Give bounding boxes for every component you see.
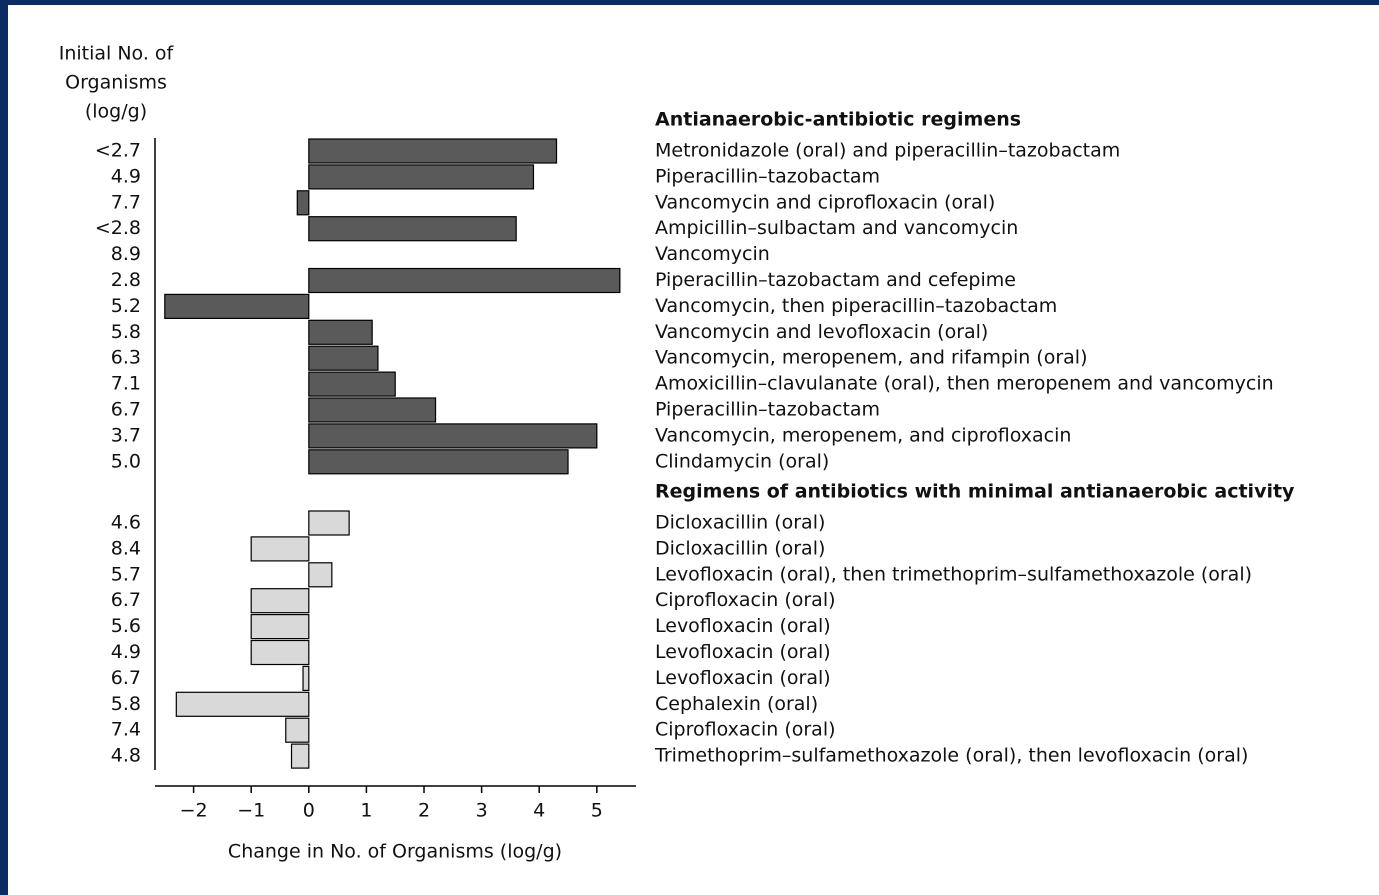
x-tick-label: −2 xyxy=(180,800,208,822)
initial-label: 7.4 xyxy=(111,719,141,741)
group-title: Regimens of antibiotics with minimal ant… xyxy=(655,481,1295,503)
regimen-label: Dicloxacillin (oral) xyxy=(655,512,825,534)
initial-label: 4.8 xyxy=(111,745,141,767)
x-tick-label: 1 xyxy=(360,800,372,822)
regimen-label: Dicloxacillin (oral) xyxy=(655,537,825,559)
initial-label: <2.8 xyxy=(95,217,141,239)
initial-label: 8.4 xyxy=(111,537,141,559)
bar xyxy=(302,665,310,692)
regimen-label: Piperacillin–tazobactam xyxy=(655,399,880,421)
bar xyxy=(308,319,373,345)
chart: Change in No. of Organisms (log/g) Initi… xyxy=(8,5,1379,895)
regimen-label: Ciprofloxacin (oral) xyxy=(655,589,836,611)
bar xyxy=(308,397,437,423)
initial-label: 6.3 xyxy=(111,347,141,369)
regimen-label: Levofloxacin (oral) xyxy=(655,615,831,637)
initial-label: <2.7 xyxy=(95,140,141,162)
bar xyxy=(308,562,333,588)
regimen-label: Trimethoprim–sulfamethoxazole (oral), th… xyxy=(654,745,1248,767)
initial-label: 6.7 xyxy=(111,667,141,689)
regimen-label: Vancomycin, meropenem, and rifampin (ora… xyxy=(655,347,1087,369)
regimen-label: Vancomycin and ciprofloxacin (oral) xyxy=(655,191,995,213)
y-axis-label: Initial No. of xyxy=(59,43,175,65)
bar xyxy=(164,293,310,319)
regimen-label: Vancomycin xyxy=(655,243,770,265)
bar xyxy=(308,164,535,190)
x-axis-label: Change in No. of Organisms (log/g) xyxy=(228,841,562,863)
regimen-label: Vancomycin, meropenem, and ciprofloxacin xyxy=(655,424,1071,446)
x-tick-label: 0 xyxy=(303,800,315,822)
regimen-label: Cephalexin (oral) xyxy=(655,693,818,715)
bar xyxy=(250,588,310,614)
regimen-label: Vancomycin, then piperacillin–tazobactam xyxy=(655,295,1057,317)
initial-label: 8.9 xyxy=(111,243,141,265)
x-tick-label: 3 xyxy=(476,800,488,822)
bar xyxy=(308,423,598,449)
bar xyxy=(290,743,310,769)
x-tick-label: 5 xyxy=(591,800,603,822)
initial-label: 6.7 xyxy=(111,589,141,611)
regimen-label: Clindamycin (oral) xyxy=(655,450,829,472)
initial-label: 5.2 xyxy=(111,295,141,317)
initial-label: 4.9 xyxy=(111,641,141,663)
initial-label: 2.8 xyxy=(111,269,141,291)
x-tick-label: 4 xyxy=(533,800,545,822)
regimen-label: Levofloxacin (oral) xyxy=(655,641,831,663)
bar xyxy=(308,138,558,164)
y-axis-label: (log/g) xyxy=(85,101,147,123)
regimen-label: Amoxicillin–clavulanate (oral), then mer… xyxy=(655,373,1274,395)
bar xyxy=(308,216,517,242)
initial-label: 7.1 xyxy=(111,373,141,395)
bar xyxy=(296,190,310,216)
x-tick-label: 2 xyxy=(418,800,430,822)
bar xyxy=(250,639,310,666)
regimen-label: Levofloxacin (oral) xyxy=(655,667,831,689)
bar xyxy=(308,267,621,294)
regimen-label: Levofloxacin (oral), then trimethoprim–s… xyxy=(655,563,1252,585)
regimen-label: Ampicillin–sulbactam and vancomycin xyxy=(655,217,1018,239)
initial-label: 4.9 xyxy=(111,165,141,187)
initial-label: 5.6 xyxy=(111,615,141,637)
group-title: Antianaerobic-antibiotic regimens xyxy=(655,109,1021,131)
initial-label: 5.8 xyxy=(111,693,141,715)
bar xyxy=(175,691,310,717)
initial-label: 7.7 xyxy=(111,191,141,213)
bar xyxy=(285,717,310,743)
bar xyxy=(250,613,310,640)
initial-label: 5.8 xyxy=(111,321,141,343)
bar xyxy=(308,345,379,371)
bar xyxy=(308,449,569,475)
regimen-label: Piperacillin–tazobactam xyxy=(655,165,880,187)
initial-label: 6.7 xyxy=(111,399,141,421)
initial-label: 4.6 xyxy=(111,512,141,534)
initial-label: 5.0 xyxy=(111,450,141,472)
y-axis-label: Organisms xyxy=(65,72,167,94)
regimen-label: Vancomycin and levofloxacin (oral) xyxy=(655,321,988,343)
regimen-label: Piperacillin–tazobactam and cefepime xyxy=(655,269,1016,291)
bar xyxy=(250,536,310,562)
initial-label: 5.7 xyxy=(111,563,141,585)
regimen-label: Metronidazole (oral) and piperacillin–ta… xyxy=(655,140,1120,162)
bar xyxy=(308,510,350,536)
initial-label: 3.7 xyxy=(111,424,141,446)
bar xyxy=(308,371,396,397)
regimen-label: Ciprofloxacin (oral) xyxy=(655,719,836,741)
x-tick-label: −1 xyxy=(237,800,265,822)
